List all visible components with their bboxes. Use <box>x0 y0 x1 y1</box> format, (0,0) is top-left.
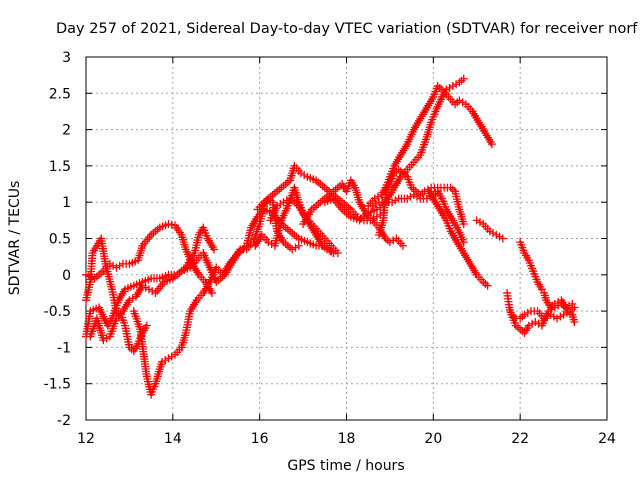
series-markers <box>472 216 507 243</box>
y-tick-label: -1.5 <box>44 377 71 393</box>
x-tick-label: 18 <box>338 431 356 447</box>
y-tick-label: -0.5 <box>44 304 71 320</box>
y-tick-label: -2 <box>57 413 71 429</box>
y-tick-label: -1 <box>57 340 71 356</box>
x-tick-label: 22 <box>511 431 529 447</box>
series-14 <box>472 216 507 243</box>
y-tick-label: 2.5 <box>49 86 71 102</box>
y-tick-label: 2 <box>62 123 71 139</box>
series-17 <box>507 299 577 337</box>
y-tick-label: 0.5 <box>49 232 71 248</box>
series-markers <box>364 82 496 210</box>
y-axis-label: SDTVAR / TECUs <box>7 181 23 296</box>
chart-title: Day 257 of 2021, Sidereal Day-to-day VTE… <box>56 21 638 37</box>
series-markers <box>299 176 407 250</box>
data-points <box>82 74 579 399</box>
x-tick-label: 24 <box>598 431 616 447</box>
y-tick-label: 3 <box>62 50 71 66</box>
y-tick-label: 1.5 <box>49 159 71 175</box>
series-markers <box>507 299 577 337</box>
y-tick-label: 1 <box>62 195 71 211</box>
series-12 <box>364 82 496 210</box>
axis-ticks: 12 14 16 18 20 22 24 3 2.5 2 1.5 1 0.5 0 -0.5 -1 -1.5 -2 <box>44 50 616 447</box>
x-tick-label: 14 <box>164 431 182 447</box>
x-tick-label: 16 <box>251 431 269 447</box>
x-axis-label: GPS time / hours <box>287 458 404 474</box>
series-13 <box>424 187 492 290</box>
series-8 <box>299 176 407 250</box>
series-markers <box>424 187 492 290</box>
y-tick-label: 0 <box>62 268 71 284</box>
series-markers <box>129 205 338 399</box>
x-tick-label: 12 <box>77 431 95 447</box>
series-4 <box>129 205 338 399</box>
x-tick-label: 20 <box>424 431 442 447</box>
